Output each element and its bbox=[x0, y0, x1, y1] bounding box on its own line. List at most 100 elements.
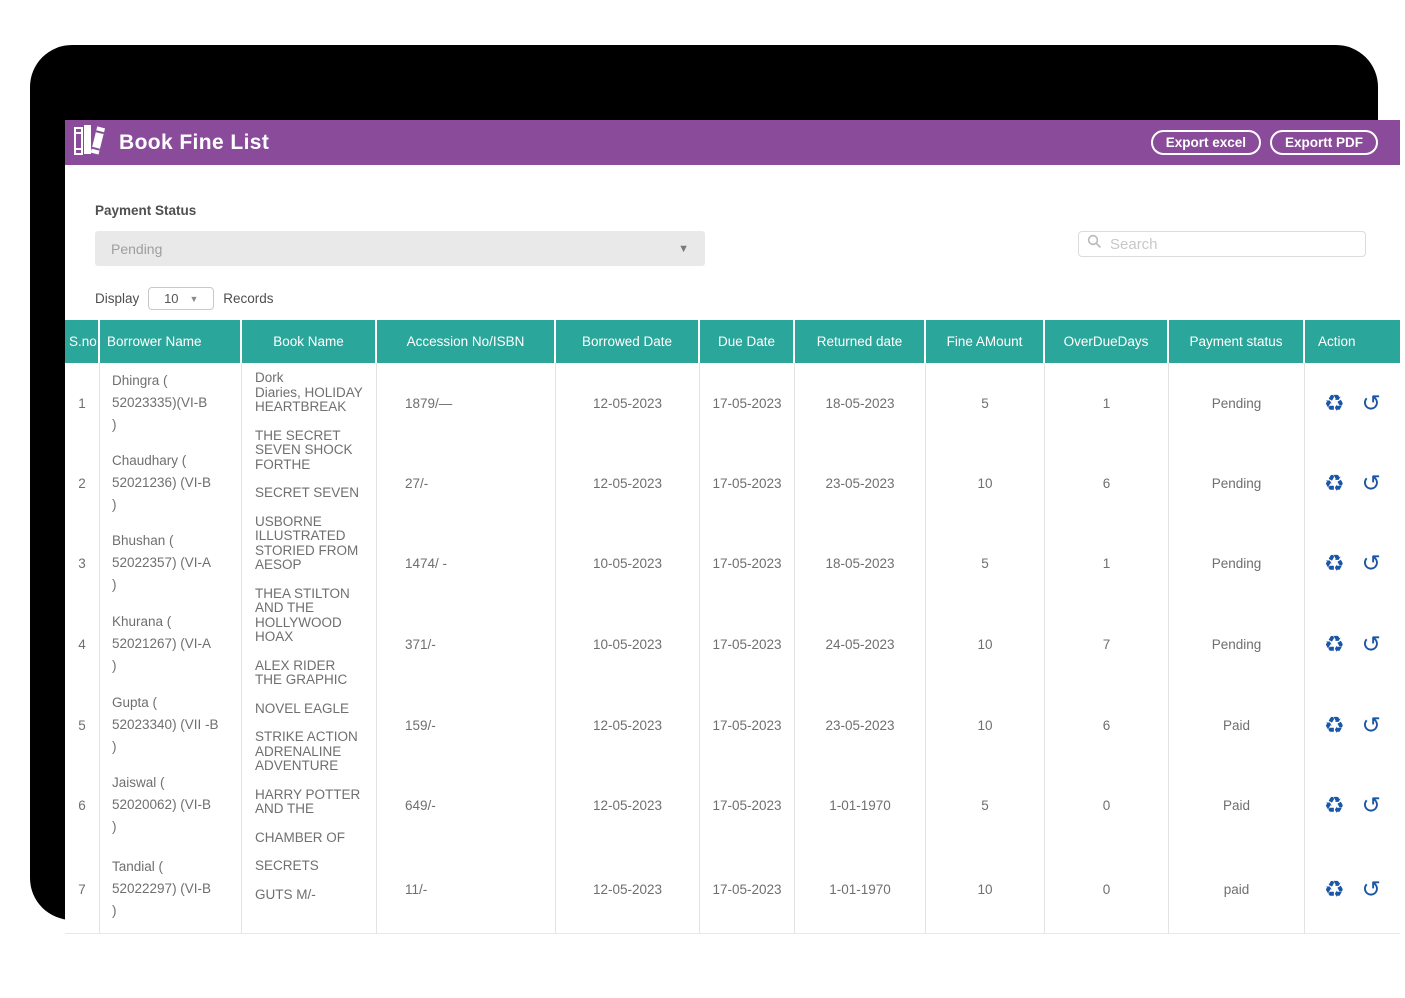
action-cell: ♻ ↺ bbox=[1305, 685, 1400, 765]
undo-icon[interactable]: ↺ bbox=[1361, 469, 1381, 496]
borrowed-date-cell: 12-05-2023 bbox=[556, 363, 700, 443]
search-icon bbox=[1087, 234, 1102, 254]
undo-icon[interactable]: ↺ bbox=[1361, 791, 1381, 818]
col-header-action: Action bbox=[1318, 333, 1356, 349]
returned-date-cell: 1-01-1970 bbox=[795, 845, 926, 933]
undo-icon[interactable]: ↺ bbox=[1361, 549, 1381, 576]
payment-status-cell: Pending bbox=[1169, 523, 1305, 603]
sno-cell: 1 bbox=[65, 363, 100, 443]
payment-status-cell: Pending bbox=[1169, 363, 1305, 443]
payment-status-label: Payment Status bbox=[95, 203, 197, 218]
borrower-cell: Khurana ( 52021267) (VI-A ) bbox=[100, 603, 242, 685]
accession-cell: 649/- bbox=[377, 765, 556, 845]
sno-cell: 4 bbox=[65, 603, 100, 685]
recycle-icon[interactable]: ♻ bbox=[1324, 630, 1345, 657]
fine-amount-cell: 10 bbox=[926, 685, 1045, 765]
sno-cell: 3 bbox=[65, 523, 100, 603]
table-header-row: S.no Borrower Name Book Name Accession N… bbox=[65, 320, 1400, 363]
table-row: 7 Tandial ( 52022297) (VI-B ) 11/- 12-05… bbox=[65, 845, 1400, 933]
overdue-days-cell: 1 bbox=[1045, 363, 1169, 443]
undo-icon[interactable]: ↺ bbox=[1361, 389, 1381, 416]
col-header-borrowed-date: Borrowed Date bbox=[556, 320, 700, 363]
accession-cell: 1879/— bbox=[377, 363, 556, 443]
action-cell: ♻ ↺ bbox=[1305, 845, 1400, 933]
returned-date-cell: 23-05-2023 bbox=[795, 443, 926, 523]
table-row: 6 Jaiswal ( 52020062) (VI-B ) 649/- 12-0… bbox=[65, 765, 1400, 845]
returned-date-cell: 18-05-2023 bbox=[795, 363, 926, 443]
payment-status-cell: Paid bbox=[1169, 765, 1305, 845]
due-date-cell: 17-05-2023 bbox=[700, 845, 795, 933]
records-per-page-value: 10 bbox=[164, 291, 179, 306]
recycle-icon[interactable]: ♻ bbox=[1324, 469, 1345, 496]
book-cell bbox=[242, 685, 377, 765]
returned-date-cell: 24-05-2023 bbox=[795, 603, 926, 685]
table-row: 3 Bhushan ( 52022357) (VI-A ) 1474/ - 10… bbox=[65, 523, 1400, 603]
borrower-cell: Dhingra ( 52023335)(VI-B ) bbox=[100, 363, 242, 443]
chevron-down-icon: ▼ bbox=[678, 242, 689, 255]
overdue-days-cell: 7 bbox=[1045, 603, 1169, 685]
action-cell: ♻ ↺ bbox=[1305, 363, 1400, 443]
fine-amount-cell: 5 bbox=[926, 363, 1045, 443]
book-cell bbox=[242, 765, 377, 845]
undo-icon[interactable]: ↺ bbox=[1361, 630, 1381, 657]
export-pdf-button[interactable]: Exportt PDF bbox=[1269, 130, 1378, 155]
sno-cell: 6 bbox=[65, 765, 100, 845]
book-cell bbox=[242, 603, 377, 685]
filters-section: Payment Status Pending ▼ Display 10 ▼ bbox=[65, 165, 1400, 320]
col-header-accession: Accession No/ISBN bbox=[377, 320, 556, 363]
action-cell: ♻ ↺ bbox=[1305, 603, 1400, 685]
borrowed-date-cell: 12-05-2023 bbox=[556, 765, 700, 845]
col-header-fine-amount: Fine AMount bbox=[926, 320, 1045, 363]
payment-status-cell: paid bbox=[1169, 845, 1305, 933]
col-header-returned-date: Returned date bbox=[795, 320, 926, 363]
action-cell: ♻ ↺ bbox=[1305, 443, 1400, 523]
undo-icon[interactable]: ↺ bbox=[1361, 875, 1381, 902]
undo-icon[interactable]: ↺ bbox=[1361, 711, 1381, 738]
borrower-cell: Gupta ( 52023340) (VII -B ) bbox=[100, 685, 242, 765]
book-cell bbox=[242, 845, 377, 933]
col-header-overdue-days: OverDueDays bbox=[1045, 320, 1169, 363]
recycle-icon[interactable]: ♻ bbox=[1324, 549, 1345, 576]
col-header-payment-status: Payment status bbox=[1169, 320, 1305, 363]
borrower-cell: Jaiswal ( 52020062) (VI-B ) bbox=[100, 765, 242, 845]
recycle-icon[interactable]: ♻ bbox=[1324, 389, 1345, 416]
page-title: Book Fine List bbox=[119, 130, 270, 154]
book-cell bbox=[242, 523, 377, 603]
sno-cell: 2 bbox=[65, 443, 100, 523]
chevron-down-icon: ▼ bbox=[189, 293, 199, 304]
table-row: 4 Khurana ( 52021267) (VI-A ) 371/- 10-0… bbox=[65, 603, 1400, 685]
page-card: Book Fine List Export excel Exportt PDF … bbox=[65, 120, 1400, 935]
due-date-cell: 17-05-2023 bbox=[700, 523, 795, 603]
payment-status-cell: Paid bbox=[1169, 685, 1305, 765]
accession-cell: 11/- bbox=[377, 845, 556, 933]
returned-date-cell: 1-01-1970 bbox=[795, 765, 926, 845]
fine-amount-cell: 10 bbox=[926, 443, 1045, 523]
borrowed-date-cell: 12-05-2023 bbox=[556, 845, 700, 933]
recycle-icon[interactable]: ♻ bbox=[1324, 791, 1345, 818]
export-excel-button[interactable]: Export excel bbox=[1150, 130, 1261, 155]
search-box[interactable] bbox=[1078, 231, 1366, 257]
recycle-icon[interactable]: ♻ bbox=[1324, 875, 1345, 902]
table-row: 1 Dhingra ( 52023335)(VI-B ) 1879/— 12-0… bbox=[65, 363, 1400, 443]
fine-list-table: S.no Borrower Name Book Name Accession N… bbox=[65, 320, 1400, 934]
returned-date-cell: 23-05-2023 bbox=[795, 685, 926, 765]
borrowed-date-cell: 10-05-2023 bbox=[556, 523, 700, 603]
col-header-sno: S.no bbox=[65, 320, 100, 363]
due-date-cell: 17-05-2023 bbox=[700, 443, 795, 523]
col-header-due-date: Due Date bbox=[700, 320, 795, 363]
fine-amount-cell: 10 bbox=[926, 603, 1045, 685]
due-date-cell: 17-05-2023 bbox=[700, 765, 795, 845]
table-body: 1 Dhingra ( 52023335)(VI-B ) 1879/— 12-0… bbox=[65, 363, 1400, 934]
books-icon bbox=[73, 124, 109, 161]
payment-status-select[interactable]: Pending ▼ bbox=[95, 231, 705, 266]
borrower-cell: Bhushan ( 52022357) (VI-A ) bbox=[100, 523, 242, 603]
accession-cell: 371/- bbox=[377, 603, 556, 685]
records-per-page-select[interactable]: 10 ▼ bbox=[148, 287, 215, 310]
recycle-icon[interactable]: ♻ bbox=[1324, 711, 1345, 738]
book-cell bbox=[242, 363, 377, 443]
borrowed-date-cell: 10-05-2023 bbox=[556, 603, 700, 685]
accession-cell: 159/- bbox=[377, 685, 556, 765]
search-input[interactable] bbox=[1108, 234, 1357, 254]
fine-amount-cell: 10 bbox=[926, 845, 1045, 933]
display-label: Display bbox=[95, 291, 140, 306]
